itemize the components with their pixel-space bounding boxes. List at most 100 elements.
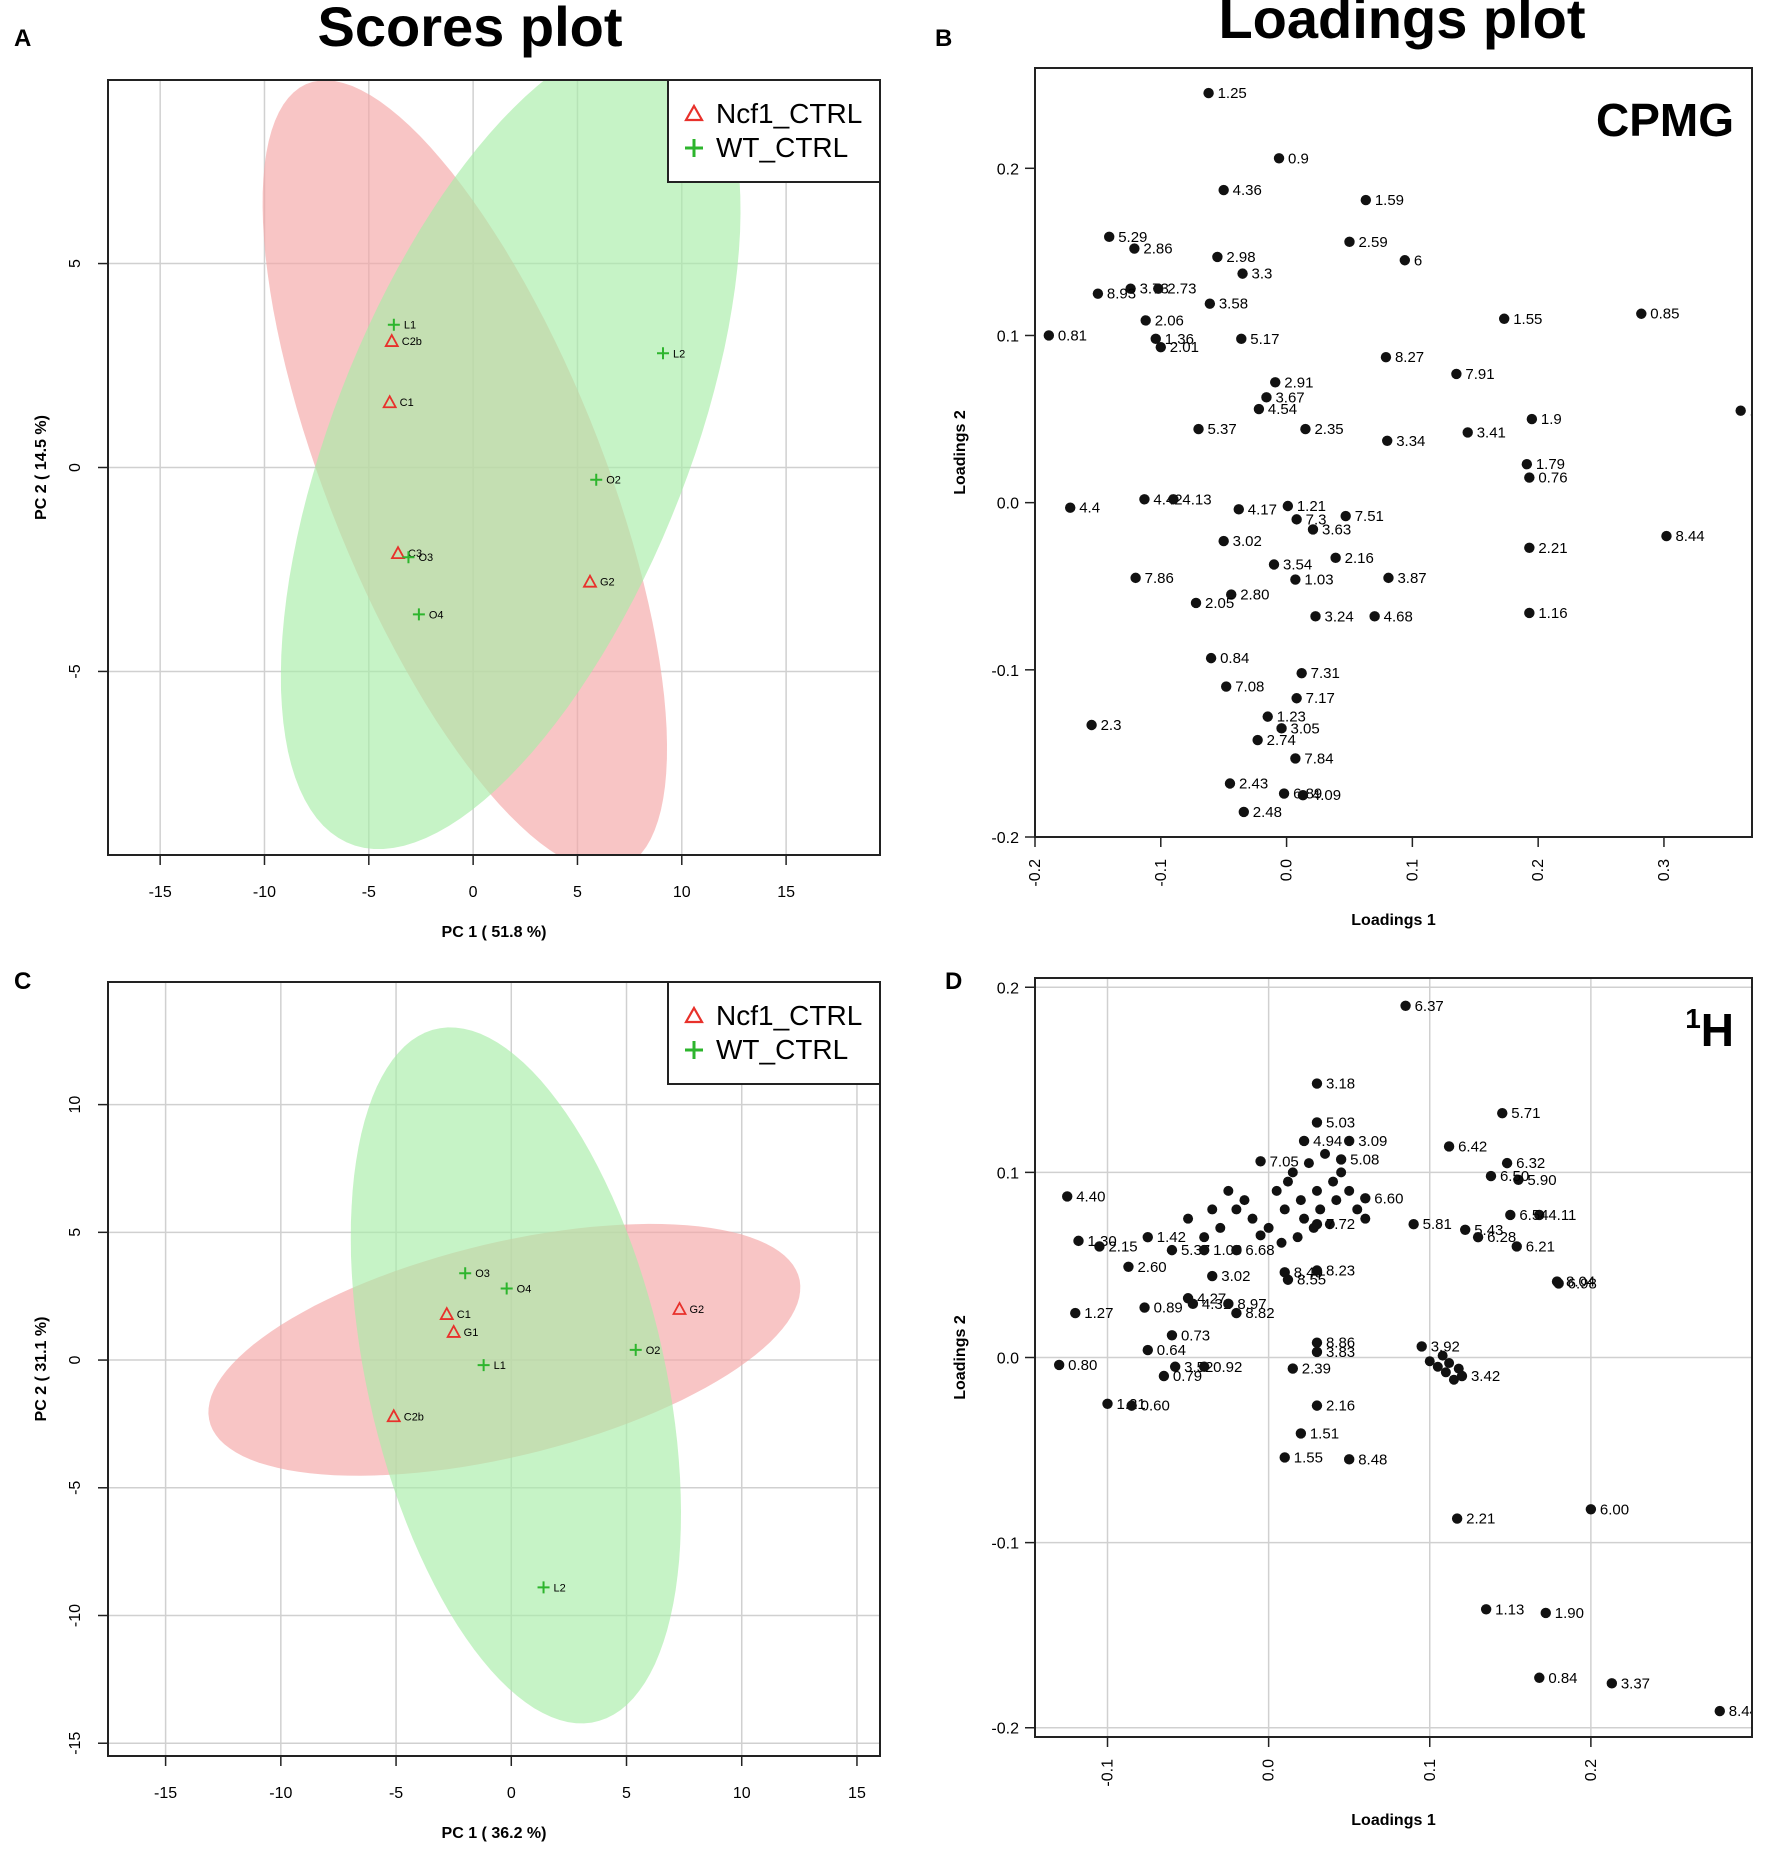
loading-point: [1383, 572, 1394, 584]
plot-background: [1035, 68, 1752, 837]
loading-point: [1282, 1274, 1294, 1285]
loading-point-label: 4.09: [1312, 787, 1341, 804]
loading-point: [1298, 1135, 1310, 1147]
loading-point: [1094, 1241, 1105, 1252]
loading-point-label: 0.80: [1068, 1357, 1097, 1374]
loading-point-label: 3.54: [1283, 557, 1312, 574]
y-tick-label: 0.1: [997, 1165, 1019, 1182]
x-axis-label: Loadings 1: [1351, 1812, 1436, 1829]
x-tick-label: 0.0: [1261, 1759, 1278, 1781]
score-point-ncf1-ctrl: [382, 394, 398, 409]
loading-point-label: 4.68: [1384, 608, 1413, 625]
loading-point: [1142, 1231, 1153, 1243]
loading-point-cluster: [1331, 1195, 1342, 1206]
x-tick-label: 0: [507, 1785, 516, 1802]
x-tick-label: -15: [149, 884, 172, 901]
loading-point: [1291, 693, 1302, 704]
y-axis-label: PC 2 ( 31.1 %): [33, 1317, 50, 1422]
loading-point-label: 2.91: [1284, 374, 1313, 391]
loading-point: [1585, 1504, 1597, 1515]
loading-point-label: 0.85: [1650, 306, 1679, 323]
loading-point-cluster: [1424, 1356, 1435, 1367]
loading-point-label: 6.68: [1245, 1242, 1274, 1259]
x-tick-label: -5: [389, 1785, 403, 1802]
loading-point-label: 0.84: [1220, 650, 1249, 667]
loading-point: [1311, 1337, 1323, 1348]
y-tick-label: 10: [67, 1096, 84, 1114]
score-point-label: G2: [690, 1304, 705, 1316]
loading-point: [1498, 313, 1510, 324]
loading-point-cluster: [1299, 1213, 1310, 1224]
loading-point-label: 2.60: [1137, 1259, 1166, 1276]
panel-letter-b: B: [935, 25, 952, 52]
loading-point: [1526, 413, 1538, 425]
loading-point-cluster: [1303, 1158, 1314, 1169]
loading-point: [1053, 1359, 1065, 1371]
loading-point: [1297, 790, 1309, 801]
loading-point: [1524, 542, 1535, 553]
loading-point: [1255, 1156, 1266, 1167]
loading-point-label: 8.44: [1675, 528, 1704, 545]
score-point-ncf1-ctrl: [446, 1324, 462, 1338]
loading-point: [1290, 753, 1301, 764]
loading-point-label: 6.28: [1487, 1229, 1516, 1246]
x-tick-label: -10: [253, 884, 276, 901]
loading-point: [1168, 494, 1179, 505]
loading-point: [1480, 1604, 1492, 1615]
loading-point: [1236, 333, 1247, 345]
loading-point-label: 8.82: [1245, 1305, 1274, 1322]
loading-point: [1311, 1078, 1323, 1089]
loading-point-label: 5.71: [1511, 1105, 1540, 1122]
loading-point-label: 3.05: [1291, 720, 1320, 737]
x-tick-label: 0.2: [1583, 1759, 1600, 1781]
y-axis-label: Loadings 2: [952, 1315, 969, 1400]
loading-point-cluster: [1440, 1367, 1451, 1378]
loading-point: [1218, 184, 1229, 196]
loading-point-label: 3.34: [1396, 433, 1425, 450]
legend-entry-label: Ncf1_CTRL: [716, 1000, 862, 1031]
loading-point: [1501, 1157, 1513, 1169]
y-tick-label: 0: [67, 463, 84, 472]
loading-point-label: 4.4: [1079, 500, 1100, 517]
loading-point: [1311, 1219, 1323, 1230]
loading-point-label: 1.03: [1304, 572, 1333, 589]
loading-point: [1125, 283, 1136, 294]
loading-point-cluster: [1263, 1222, 1274, 1233]
loading-point: [1231, 1244, 1242, 1256]
loading-point-label: 1.79: [1536, 456, 1565, 473]
loading-point: [1205, 652, 1217, 664]
loading-point: [1408, 1219, 1419, 1230]
loading-point: [1330, 552, 1341, 564]
loading-point-label: 4.13: [1182, 491, 1211, 508]
loading-point: [1295, 1428, 1307, 1439]
loading-point: [1399, 255, 1411, 266]
loading-point-label: 3.92: [1431, 1338, 1460, 1355]
panel-d-loadings-plot: 6.37 3.18 5.71 5.03 4.94 3.09 6.42 5.08 7.05 6.32…: [952, 977, 1753, 1829]
loading-point-label: 6.50: [1500, 1168, 1529, 1185]
loading-point-cluster: [1444, 1358, 1455, 1369]
loading-point-label: 6.54: [1519, 1207, 1548, 1224]
x-axis-label: PC 1 ( 51.8 %): [442, 924, 547, 941]
loading-point-cluster: [1437, 1350, 1448, 1361]
loading-point-label: 1.36: [1165, 331, 1194, 348]
loading-point: [1524, 472, 1535, 483]
loading-point-label: 0.79: [1173, 1368, 1202, 1385]
score-point-label: O4: [517, 1284, 532, 1296]
loading-point-label: 2.21: [1538, 540, 1567, 557]
loading-point-label: 7.84: [1304, 750, 1333, 767]
loading-point: [1344, 236, 1355, 248]
loading-point-label: 7.72: [1326, 1216, 1355, 1233]
loading-point-label: 1.13: [1495, 1601, 1524, 1618]
x-tick-label: -10: [269, 1785, 292, 1802]
loading-point-label: 4.27: [1197, 1290, 1226, 1307]
loading-point: [1129, 243, 1140, 254]
loading-point-label: 2.39: [1302, 1361, 1331, 1378]
loading-point: [1307, 524, 1319, 535]
loading-point: [1218, 535, 1229, 547]
loading-point: [1221, 681, 1232, 692]
loading-point-label: 6: [1414, 252, 1422, 269]
loading-point: [1360, 1193, 1371, 1204]
y-tick-label: -0.1: [991, 663, 1019, 680]
